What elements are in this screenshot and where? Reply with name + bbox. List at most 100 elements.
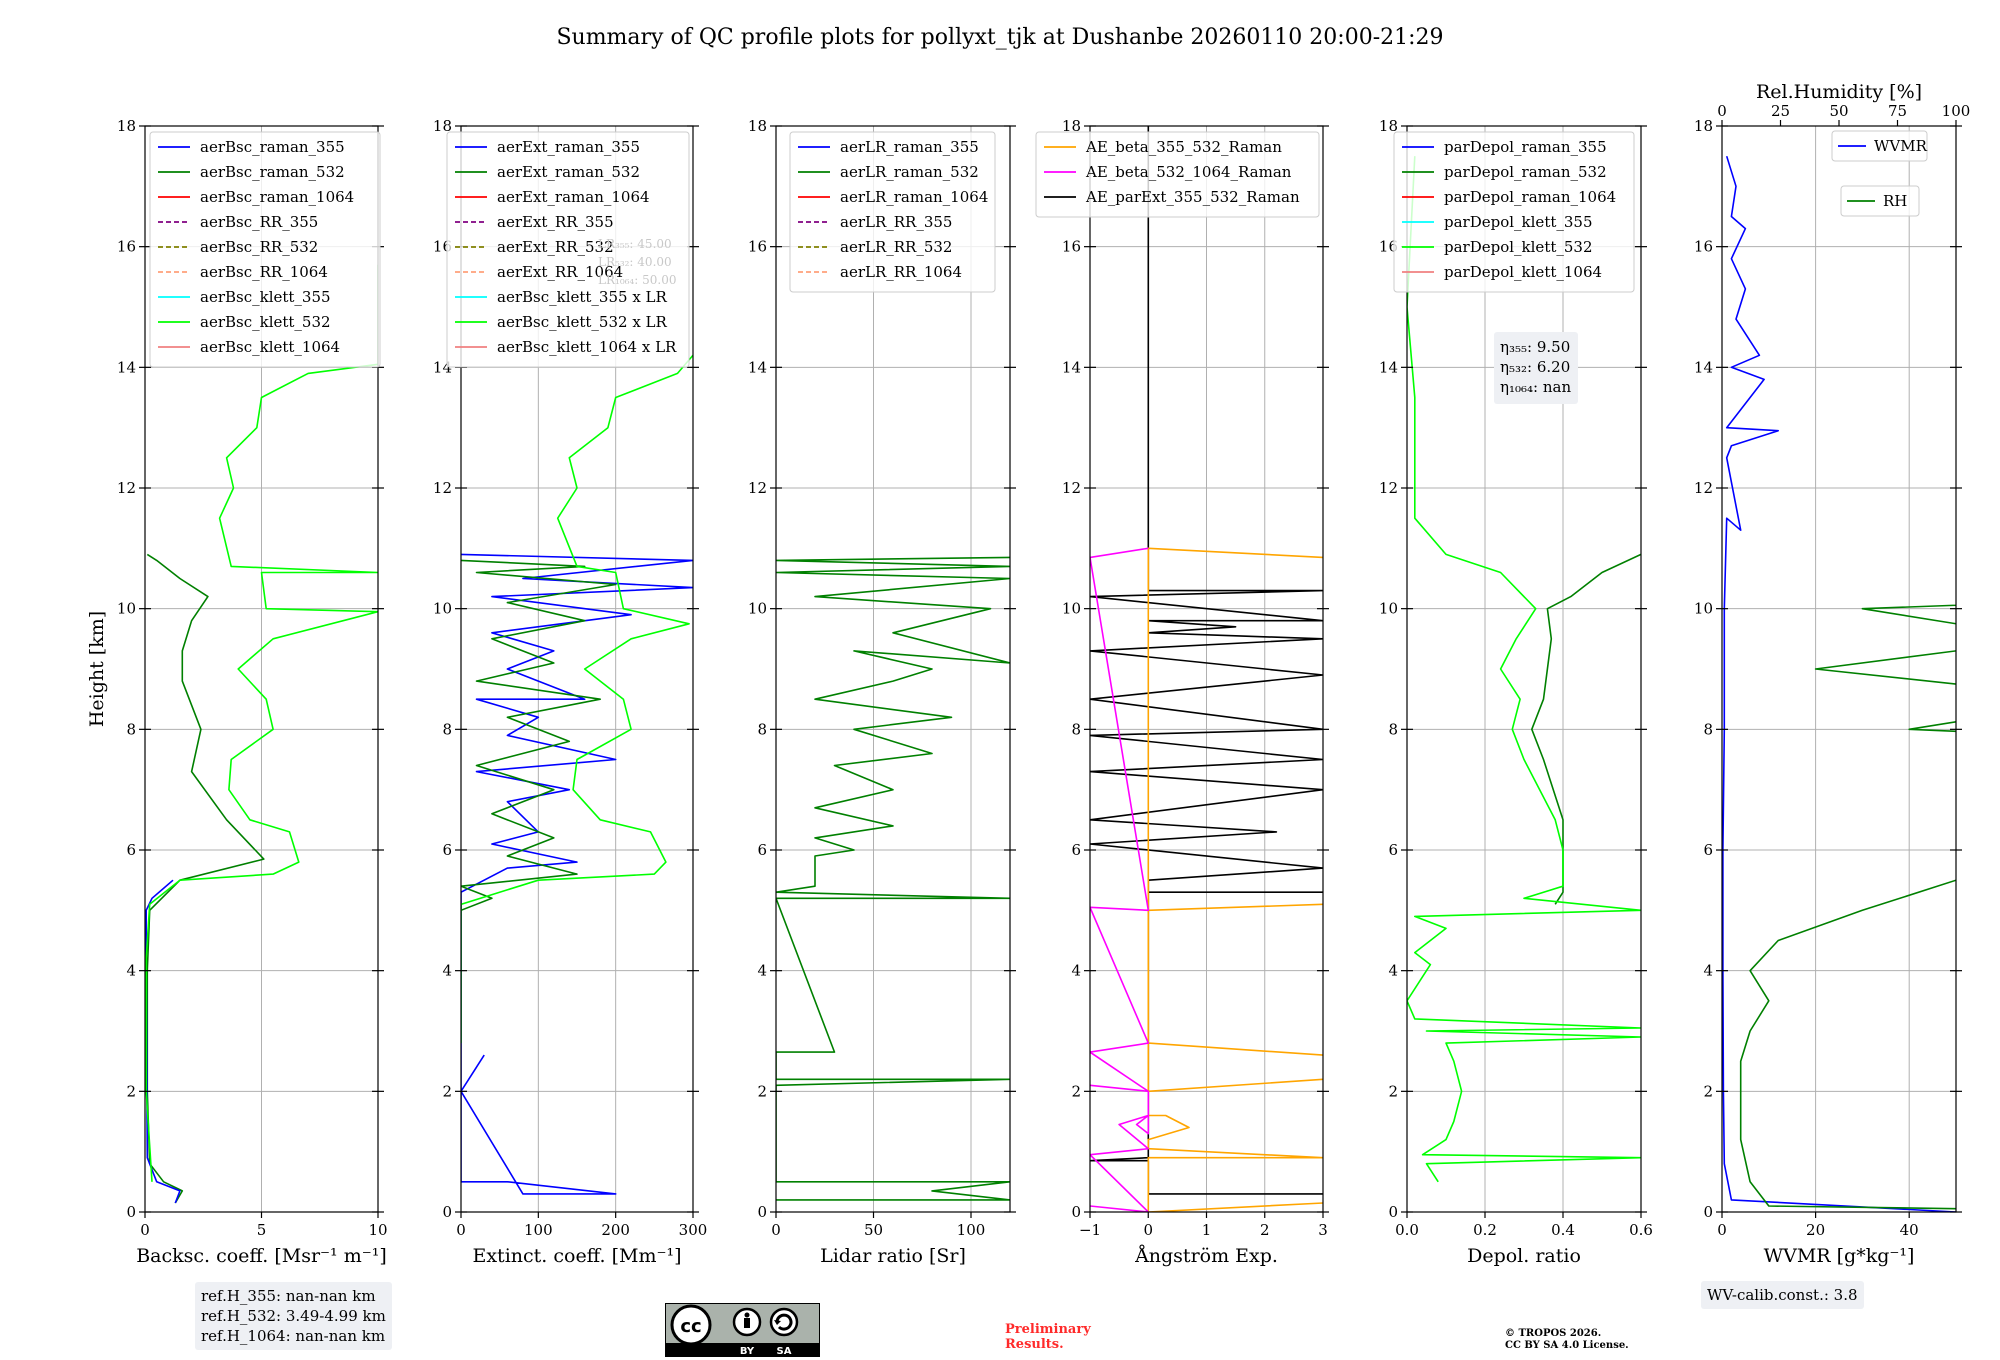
legend-entry: aerExt_raman_532 xyxy=(497,163,640,181)
legend-entry: aerLR_raman_532 xyxy=(840,163,979,181)
legend-box xyxy=(789,131,996,293)
x-tick-label: 0 xyxy=(771,1221,781,1239)
series-parDepol_klett_532 xyxy=(1407,156,1641,1183)
legend-entry: parDepol_klett_1064 xyxy=(1444,263,1602,281)
preliminary-results-note: Preliminary Results. xyxy=(1005,1322,1091,1352)
y-tick-label: 12 xyxy=(1062,479,1081,497)
x-tick-label: 3 xyxy=(1318,1221,1328,1239)
legend-entry: aerBsc_RR_532 xyxy=(200,238,318,256)
x-axis-label: WVMR [g*kg⁻¹] xyxy=(1764,1245,1915,1267)
x-axis-label: Depol. ratio xyxy=(1467,1245,1581,1267)
x-tick-label: 10 xyxy=(368,1221,387,1239)
x-tick-label: −1 xyxy=(1079,1221,1101,1239)
legend-entry: aerBsc_klett_355 x LR xyxy=(497,288,668,306)
top-x-tick-label: 0 xyxy=(1717,102,1727,120)
legend-box xyxy=(1840,185,1920,217)
top-x-tick-label: 25 xyxy=(1771,102,1790,120)
y-tick-label: 8 xyxy=(757,720,767,738)
y-tick-label: 18 xyxy=(1379,117,1398,135)
series-group xyxy=(1407,156,1641,1183)
y-tick-label: 18 xyxy=(433,117,452,135)
legend-entry: parDepol_raman_532 xyxy=(1444,163,1607,181)
y-tick-label: 8 xyxy=(126,720,136,738)
lr-annotation: LR₁₀₆₄: 50.00 xyxy=(598,273,676,287)
legend-entry: aerLR_RR_1064 xyxy=(840,263,962,281)
license-sa-label: SA xyxy=(777,1346,792,1357)
y-tick-label: 4 xyxy=(126,962,136,980)
panel-lr: 0 2 4 6 8 10 12 14 16 18 0 50 100 Lidar ratio [Sr] aer… xyxy=(748,117,1016,1267)
x-tick-label: 100 xyxy=(957,1221,986,1239)
legend-entry: AE_parExt_355_532_Raman xyxy=(1085,188,1300,206)
y-tick-label: 2 xyxy=(1388,1082,1398,1100)
y-tick-label: 0 xyxy=(1703,1203,1713,1221)
y-tick-label: 12 xyxy=(748,479,767,497)
lr-annotation: LR₅₃₂: 40.00 xyxy=(598,255,672,269)
y-tick-label: 18 xyxy=(117,117,136,135)
legend-box xyxy=(446,131,690,368)
y-tick-label: 8 xyxy=(1703,720,1713,738)
y-tick-label: 4 xyxy=(1388,962,1398,980)
legend-entry: WVMR xyxy=(1874,137,1928,155)
series-WVMR xyxy=(1722,155,1956,1212)
y-tick-label: 2 xyxy=(1071,1082,1081,1100)
lr-annotation: LR₃₅₅: 45.00 xyxy=(598,237,672,251)
y-tick-label: 6 xyxy=(126,841,136,859)
y-tick-label: 12 xyxy=(1694,479,1713,497)
y-tick-label: 0 xyxy=(1388,1203,1398,1221)
x-tick-label: 0 xyxy=(456,1221,466,1239)
x-tick-label: 300 xyxy=(679,1221,708,1239)
y-tick-label: 18 xyxy=(1062,117,1081,135)
y-tick-label: 16 xyxy=(117,238,136,256)
legend-entry: RH xyxy=(1883,192,1907,210)
license-by-label: BY xyxy=(740,1346,755,1357)
legend-entry: aerBsc_klett_532 x LR xyxy=(497,313,668,331)
series-AE_beta_355_532_Raman xyxy=(1147,547,1323,1212)
x-tick-label: 200 xyxy=(601,1221,630,1239)
legend-entry: aerExt_RR_532 xyxy=(497,238,614,256)
y-tick-label: 4 xyxy=(757,962,767,980)
legend-entry: aerBsc_raman_532 xyxy=(200,163,345,181)
top-x-tick-label: 100 xyxy=(1942,102,1971,120)
legend-entry: parDepol_raman_355 xyxy=(1444,138,1607,156)
y-tick-label: 16 xyxy=(1062,238,1081,256)
y-tick-label: 10 xyxy=(433,600,452,618)
legend-box xyxy=(1035,131,1320,218)
series-aerBsc_klett_532 x LR xyxy=(461,354,693,1044)
legend-entry: parDepol_klett_355 xyxy=(1444,213,1593,231)
x-tick-label: 20 xyxy=(1806,1221,1825,1239)
y-tick-label: 16 xyxy=(748,238,767,256)
legend-entry: aerLR_RR_355 xyxy=(840,213,952,231)
eta-box xyxy=(1494,332,1578,404)
legend-entry: aerExt_RR_1064 xyxy=(497,263,623,281)
axes-frame xyxy=(775,125,1011,1213)
cc-by-sa-license-logo: cc BY SA xyxy=(665,1303,820,1357)
y-tick-label: 18 xyxy=(1694,117,1713,135)
y-tick-label: 0 xyxy=(1071,1203,1081,1221)
x-tick-label: 0.6 xyxy=(1629,1221,1653,1239)
x-axis-label: Lidar ratio [Sr] xyxy=(820,1245,966,1267)
legend-entry: aerExt_RR_355 xyxy=(497,213,614,231)
x-tick-label: 40 xyxy=(1900,1221,1919,1239)
y-tick-label: 10 xyxy=(748,600,767,618)
legend-entry: parDepol_raman_1064 xyxy=(1444,188,1616,206)
axes-frame xyxy=(1406,125,1642,1213)
copyright-line-2: CC BY SA 4.0 License. xyxy=(1505,1340,1629,1351)
y-tick-label: 10 xyxy=(117,600,136,618)
x-tick-label: 0 xyxy=(140,1221,150,1239)
x-tick-label: 100 xyxy=(524,1221,553,1239)
x-tick-label: 0 xyxy=(1143,1221,1153,1239)
legend-entry: aerBsc_RR_355 xyxy=(200,213,318,231)
series-aerExt_raman_532 xyxy=(461,559,617,912)
y-tick-label: 14 xyxy=(1062,358,1081,376)
y-tick-label: 10 xyxy=(1379,600,1398,618)
legend-entry: aerExt_raman_1064 xyxy=(497,188,650,206)
legend-entry: aerBsc_raman_355 xyxy=(200,138,345,156)
legend-entry: aerBsc_RR_1064 xyxy=(200,263,328,281)
legend-entry: AE_beta_355_532_Raman xyxy=(1085,138,1282,156)
series-group xyxy=(776,556,1010,1201)
series-AE_beta_532_1064_Raman xyxy=(1090,547,1150,1212)
y-tick-label: 4 xyxy=(442,962,452,980)
y-tick-label: 2 xyxy=(1703,1082,1713,1100)
